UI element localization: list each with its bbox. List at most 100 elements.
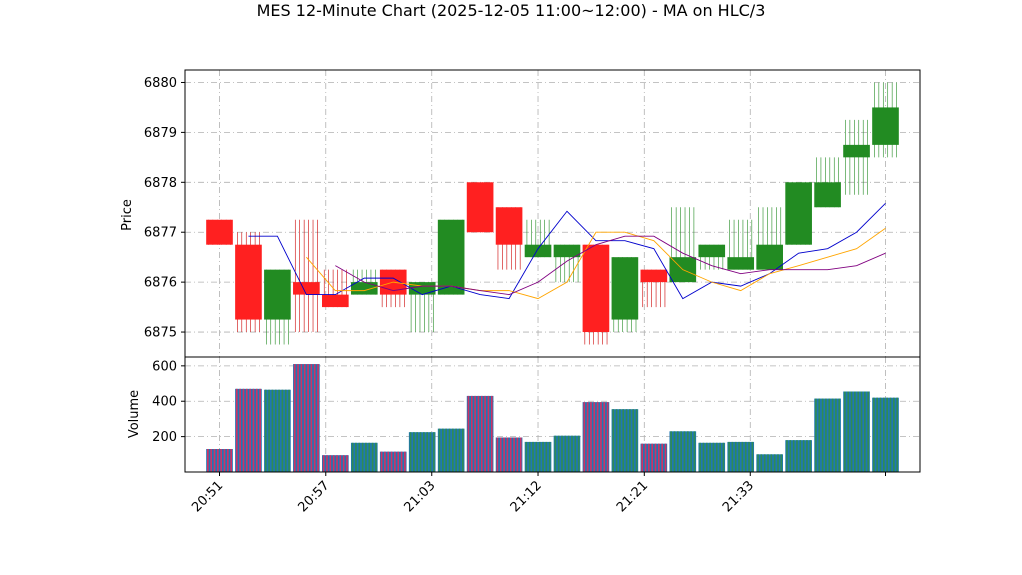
x-tick-label: 21:12 — [508, 478, 545, 515]
volume-bar-stripe — [670, 431, 672, 472]
volume-bar-stripe — [220, 449, 222, 472]
volume-bar-stripe — [593, 402, 596, 472]
volume-bar-stripe — [802, 440, 805, 472]
volume-bar-stripe — [404, 451, 406, 472]
volume-bar-stripe — [741, 441, 744, 472]
volume-bar-stripe — [413, 432, 415, 472]
volume-bar-stripe — [438, 428, 441, 472]
volume-bar-fill — [437, 428, 465, 472]
volume-bar-stripe — [545, 441, 548, 472]
volume-bar-stripe — [245, 388, 248, 472]
volume-bar — [611, 409, 639, 472]
volume-bar-fill — [582, 402, 610, 472]
candle-body — [524, 244, 552, 258]
candle — [582, 244, 610, 345]
volume-bar — [466, 395, 494, 472]
volume-bar-stripe — [860, 391, 863, 472]
volume-tick-label: 400 — [152, 395, 177, 410]
volume-bar-stripe — [264, 389, 267, 472]
volume-bar-stripe — [763, 454, 766, 472]
volume-bar-stripe — [235, 388, 238, 472]
volume-bar-stripe — [583, 402, 586, 472]
candle — [553, 244, 581, 283]
volume-bar-stripe — [792, 440, 795, 472]
volume-bar — [669, 431, 697, 472]
volume-bar-stripe — [712, 442, 715, 472]
volume-bar-stripe — [288, 389, 290, 472]
candle — [322, 269, 349, 308]
volume-bar-stripe — [683, 431, 686, 472]
volume-bar-fill — [379, 451, 407, 472]
volume-bar-stripe — [441, 428, 444, 472]
volume-bar-stripe — [889, 397, 892, 472]
volume-bar-stripe — [577, 435, 580, 472]
candle-body — [843, 144, 870, 158]
candle — [814, 157, 841, 208]
candle — [843, 119, 870, 195]
volume-bar-stripe — [426, 432, 429, 472]
candle — [756, 207, 783, 270]
volume-bar-stripe — [886, 397, 888, 472]
volume-bar-stripe — [850, 391, 853, 472]
volume-bar-fill — [756, 454, 783, 472]
volume-tick-label: 200 — [152, 430, 177, 445]
volume-bar — [640, 443, 668, 472]
volume-bar-stripe — [278, 389, 280, 472]
volume-bar-stripe — [532, 441, 534, 472]
volume-bar-stripe — [375, 442, 377, 472]
volume-bar-stripe — [554, 435, 557, 472]
volume-bar — [235, 388, 262, 472]
volume-bar-stripe — [773, 454, 776, 472]
volume-bar-stripe — [477, 395, 480, 472]
volume-bar-stripe — [361, 442, 364, 472]
volume-bar-stripe — [809, 440, 812, 472]
x-tick-label: 20:57 — [295, 478, 332, 515]
volume-bar-stripe — [664, 443, 667, 472]
volume-bar-stripe — [844, 391, 846, 472]
volume-bar-stripe — [699, 442, 701, 472]
volume-bar-stripe — [796, 440, 798, 472]
candle-body — [235, 244, 262, 320]
volume-bar-stripe — [484, 395, 486, 472]
volume-bar-stripe — [619, 409, 621, 472]
volume-bar-stripe — [332, 455, 335, 472]
volume-bar — [553, 435, 581, 472]
volume-bar-stripe — [676, 431, 679, 472]
moving-average-line — [248, 202, 886, 300]
candle — [785, 182, 812, 245]
volume-bar-fill — [322, 455, 349, 472]
volume-bar-stripe — [384, 451, 386, 472]
price-tick-label: 6876 — [144, 276, 177, 291]
volume-bar-stripe — [358, 442, 361, 472]
volume-bar-stripe — [757, 454, 759, 472]
volume-bar-stripe — [242, 388, 245, 472]
volume-bar-stripe — [815, 398, 817, 472]
candle — [264, 269, 291, 345]
candle-body — [640, 269, 668, 283]
volume-bar-stripe — [210, 449, 213, 472]
volume-bar-stripe — [574, 435, 577, 472]
volume-bar-stripe — [336, 455, 338, 472]
volume-bar — [756, 454, 783, 472]
volume-bar-stripe — [467, 395, 470, 472]
volume-bar-stripe — [818, 398, 821, 472]
candle — [872, 82, 899, 158]
volume-bar-stripe — [326, 455, 328, 472]
price-axis-label: Price — [120, 199, 135, 231]
volume-bar-stripe — [571, 435, 573, 472]
volume-bar-stripe — [259, 388, 261, 472]
volume-bar-stripe — [760, 454, 763, 472]
volume-bar-stripe — [506, 437, 509, 472]
volume-bar-stripe — [445, 428, 447, 472]
volume-bar-stripe — [470, 395, 473, 472]
volume-bar — [408, 432, 436, 472]
volume-bar-stripe — [876, 397, 879, 472]
volume-bar-fill — [206, 449, 233, 472]
volume-bar-stripe — [606, 402, 609, 472]
volume-bar-stripe — [864, 391, 866, 472]
volume-bar-stripe — [342, 455, 345, 472]
volume-bar-fill — [495, 437, 523, 472]
volume-bar-fill — [843, 391, 870, 472]
volume-bar-stripe — [799, 440, 802, 472]
x-tick-label: 21:03 — [401, 478, 438, 515]
